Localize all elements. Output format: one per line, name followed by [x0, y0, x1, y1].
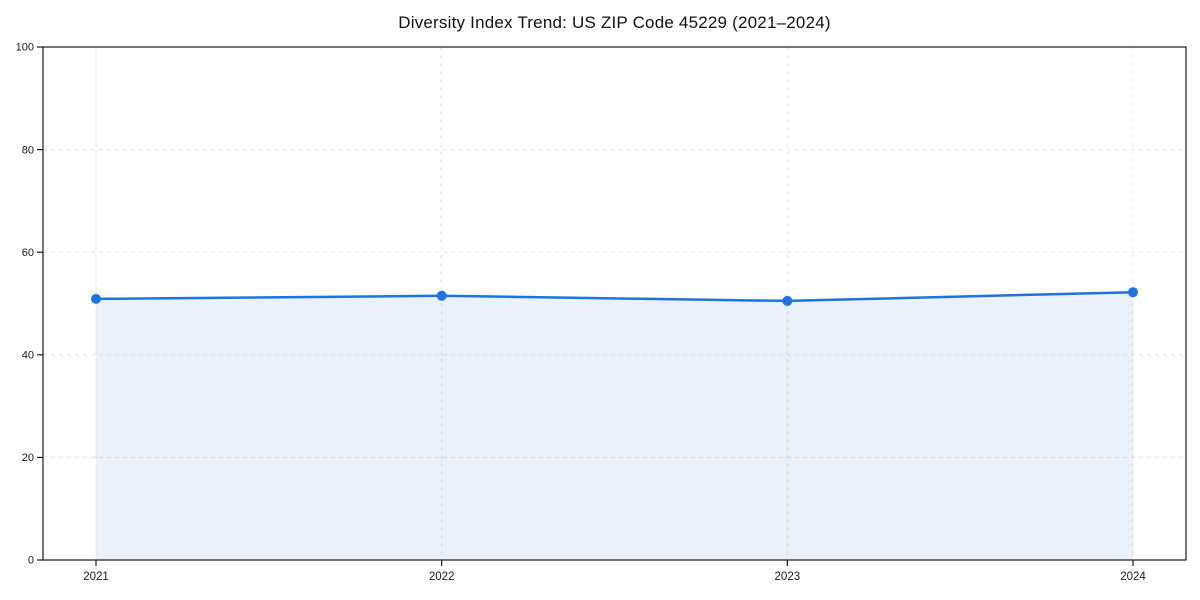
- y-tick-label: 100: [16, 42, 34, 54]
- trend-line: [94, 290, 1135, 303]
- x-tick-label: 2024: [1120, 571, 1146, 583]
- x-tick-label: 2023: [775, 571, 801, 583]
- data-point-marker: [91, 293, 101, 304]
- axis-spines: [42, 46, 1187, 561]
- x-tick-label: 2022: [429, 571, 455, 583]
- data-point-marker: [436, 290, 447, 301]
- y-tick-label: 0: [28, 555, 34, 567]
- area-fill: [96, 292, 1133, 560]
- data-point-marker: [1128, 287, 1138, 298]
- y-tick-label: 40: [22, 350, 34, 362]
- y-tick-label: 20: [22, 452, 34, 464]
- x-tick-label: 2021: [83, 571, 109, 583]
- y-tick-label: 60: [22, 247, 34, 259]
- data-point-marker: [782, 295, 793, 306]
- chart-title: Diversity Index Trend: US ZIP Code 45229…: [398, 13, 831, 32]
- y-tick-label: 80: [22, 144, 34, 156]
